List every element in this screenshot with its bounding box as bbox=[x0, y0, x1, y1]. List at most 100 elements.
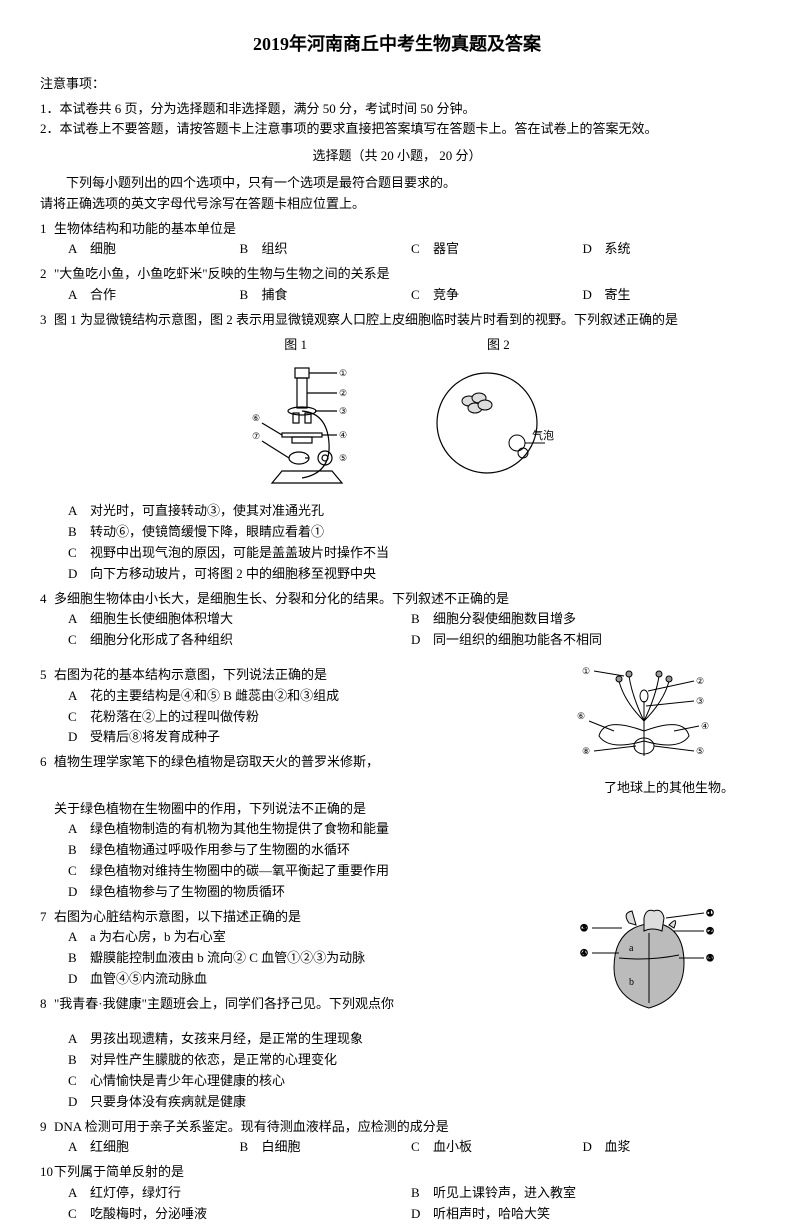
q3-stem: 图 1 为显微镜结构示意图，图 2 表示用显微镜观察人口腔上皮细胞临时装片时看到… bbox=[54, 310, 678, 331]
q10-a: 红灯停，绿灯行 bbox=[90, 1183, 181, 1204]
q8-c: 心情愉快是青少年心理健康的核心 bbox=[90, 1071, 285, 1092]
label-a: A bbox=[68, 1029, 82, 1050]
q5-stem: 右图为花的基本结构示意图，下列说法正确的是 bbox=[54, 665, 327, 686]
label-b: B bbox=[68, 1050, 82, 1071]
q2-stem: "大鱼吃小鱼，小鱼吃虾米"反映的生物与生物之间的关系是 bbox=[54, 264, 390, 285]
label-a: A bbox=[68, 609, 82, 630]
q9-stem: DNA 检测可用于亲子关系鉴定。现有待测血液样品，应检测的成分是 bbox=[54, 1117, 449, 1138]
svg-text:⑦: ⑦ bbox=[252, 431, 260, 441]
exam-title: 2019年河南商丘中考生物真题及答案 bbox=[40, 30, 754, 59]
q1-stem: 生物体结构和功能的基本单位是 bbox=[54, 219, 236, 240]
q5-num: 5 bbox=[40, 665, 54, 686]
q6-stem2: 了地球上的其他生物。 bbox=[574, 778, 754, 799]
q8-d: 只要身体没有疾病就是健康 bbox=[90, 1092, 246, 1113]
svg-text:④: ④ bbox=[701, 721, 709, 731]
label-d: D bbox=[68, 882, 82, 903]
q2-d: 寄生 bbox=[605, 285, 631, 306]
question-6: 6植物生理学家笔下的绿色植物是窃取天火的普罗米修斯， bbox=[40, 752, 574, 773]
fig2-label: 图 2 bbox=[487, 335, 510, 356]
label-d: D bbox=[411, 1204, 425, 1224]
question-2: 2"大鱼吃小鱼，小鱼吃虾米"反映的生物与生物之间的关系是 A合作 B捕食 C竞争… bbox=[40, 264, 754, 306]
svg-text:②: ② bbox=[696, 676, 704, 686]
q7-a: a 为右心房，b 为右心室 bbox=[90, 927, 226, 948]
label-c: C bbox=[411, 1137, 425, 1158]
notice-heading: 注意事项： bbox=[40, 74, 754, 95]
cell-view-icon: 气泡 bbox=[427, 363, 547, 483]
label-d: D bbox=[68, 1092, 82, 1113]
label-c: C bbox=[68, 707, 82, 728]
q6-b: 绿色植物通过呼吸作用参与了生物圈的水循环 bbox=[90, 840, 350, 861]
svg-text:⑤: ⑤ bbox=[706, 953, 714, 963]
label-a: A bbox=[68, 1137, 82, 1158]
q5-d: 受精后⑧将发育成种子 bbox=[90, 727, 220, 748]
bubble-label: 气泡 bbox=[532, 428, 554, 442]
svg-text:③: ③ bbox=[339, 406, 347, 416]
flower-icon: ② ③ ④ ⑤ ① ⑥ ⑧ bbox=[574, 661, 744, 771]
q9-a: 红细胞 bbox=[90, 1137, 129, 1158]
svg-text:①: ① bbox=[582, 666, 590, 676]
q3-c: 视野中出现气泡的原因，可能是盖盖玻片时操作不当 bbox=[90, 543, 389, 564]
instruction-1: 下列每小题列出的四个选项中，只有一个选项是最符合题目要求的。 bbox=[40, 173, 754, 194]
q10-d: 听相声时，哈哈大笑 bbox=[433, 1204, 550, 1224]
q8-a: 男孩出现遗精，女孩来月经，是正常的生理现象 bbox=[90, 1029, 363, 1050]
label-b: B bbox=[68, 522, 82, 543]
q10-c: 吃酸梅时，分泌唾液 bbox=[90, 1204, 207, 1224]
q5-c: 花粉落在②上的过程叫做传粉 bbox=[90, 707, 259, 728]
label-b: B bbox=[240, 239, 254, 260]
label-d: D bbox=[583, 239, 597, 260]
q8-num: 8 bbox=[40, 994, 54, 1015]
label-b: B bbox=[411, 1183, 425, 1204]
q2-b: 捕食 bbox=[262, 285, 288, 306]
svg-text:④: ④ bbox=[339, 430, 347, 440]
q9-num: 9 bbox=[40, 1117, 54, 1138]
label-d: D bbox=[583, 1137, 597, 1158]
q6-num: 6 bbox=[40, 752, 54, 773]
q4-d: 同一组织的细胞功能各不相同 bbox=[433, 630, 602, 651]
fig1-label: 图 1 bbox=[284, 335, 307, 356]
svg-text:⑥: ⑥ bbox=[252, 413, 260, 423]
q10-stem: 下列属于简单反射的是 bbox=[54, 1162, 184, 1183]
svg-text:①: ① bbox=[706, 908, 714, 918]
question-1: 1生物体结构和功能的基本单位是 A细胞 B组织 C器官 D系统 bbox=[40, 219, 754, 261]
q4-a: 细胞生长使细胞体积增大 bbox=[90, 609, 233, 630]
svg-text:⑤: ⑤ bbox=[339, 453, 347, 463]
label-b: B bbox=[240, 285, 254, 306]
svg-text:⑤: ⑤ bbox=[696, 746, 704, 756]
q3-a: 对光时，可直接转动③，使其对准通光孔 bbox=[90, 501, 324, 522]
q6-a: 绿色植物制造的有机物为其他生物提供了食物和能量 bbox=[90, 819, 389, 840]
label-b: B bbox=[68, 840, 82, 861]
instruction-2: 请将正确选项的英文字母代号涂写在答题卡相应位置上。 bbox=[40, 194, 754, 215]
question-10: 10下列属于简单反射的是 A红灯停，绿灯行 B听见上课铃声，进入教室 C吃酸梅时… bbox=[40, 1162, 754, 1224]
q6-stem1: 植物生理学家笔下的绿色植物是窃取天火的普罗米修斯， bbox=[54, 752, 379, 773]
question-3: 3图 1 为显微镜结构示意图，图 2 表示用显微镜观察人口腔上皮细胞临时装片时看… bbox=[40, 310, 754, 585]
q1-b: 组织 bbox=[262, 239, 288, 260]
svg-text:①: ① bbox=[339, 368, 347, 378]
q9-b: 白细胞 bbox=[262, 1137, 301, 1158]
question-4: 4多细胞生物体由小长大，是细胞生长、分裂和分化的结果。下列叙述不正确的是 A细胞… bbox=[40, 589, 754, 651]
q4-b: 细胞分裂使细胞数目增多 bbox=[433, 609, 576, 630]
label-d: D bbox=[68, 727, 82, 748]
q3-b: 转动⑥，使镜筒缓慢下降，眼睛应看着① bbox=[90, 522, 324, 543]
notice-1: 1．本试卷共 6 页，分为选择题和非选择题，满分 50 分，考试时间 50 分钟… bbox=[40, 99, 754, 120]
label-c: C bbox=[68, 1071, 82, 1092]
q7-num: 7 bbox=[40, 907, 54, 928]
svg-text:③: ③ bbox=[580, 923, 588, 933]
label-d: D bbox=[411, 630, 425, 651]
q10-num: 10 bbox=[40, 1162, 54, 1183]
label-a: A bbox=[68, 819, 82, 840]
q7-stem: 右图为心脏结构示意图，以下描述正确的是 bbox=[54, 907, 301, 928]
q4-stem: 多细胞生物体由小长大，是细胞生长、分裂和分化的结果。下列叙述不正确的是 bbox=[54, 589, 509, 610]
svg-text:④: ④ bbox=[580, 948, 588, 958]
q4-c: 细胞分化形成了各种组织 bbox=[90, 630, 233, 651]
q2-c: 竞争 bbox=[433, 285, 459, 306]
label-c: C bbox=[68, 630, 82, 651]
q1-a: 细胞 bbox=[90, 239, 116, 260]
label-b: B bbox=[68, 948, 82, 969]
q6-d: 绿色植物参与了生物圈的物质循环 bbox=[90, 882, 285, 903]
q6-c: 绿色植物对维持生物圈中的碳—氧平衡起了重要作用 bbox=[90, 861, 389, 882]
q2-a: 合作 bbox=[90, 285, 116, 306]
q7-d: 血管④⑤内流动脉血 bbox=[90, 969, 207, 990]
q5-a: 花的主要结构是④和⑤ B 雌蕊由②和③组成 bbox=[90, 686, 339, 707]
label-c: C bbox=[411, 285, 425, 306]
svg-text:②: ② bbox=[339, 388, 347, 398]
